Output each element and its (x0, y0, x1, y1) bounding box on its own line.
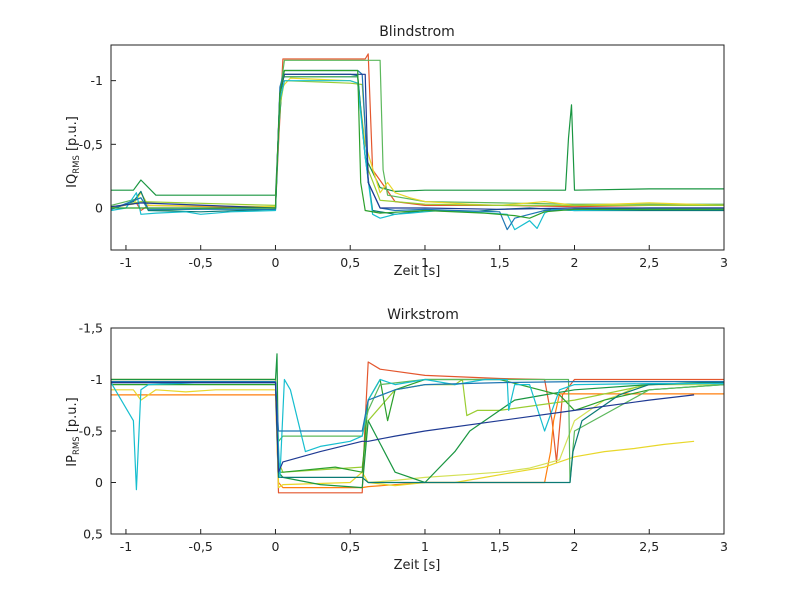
y-tick-label: -1 (91, 73, 103, 88)
series-line-6 (110, 73, 724, 215)
y-tick-label: -1 (91, 372, 103, 387)
x-tick-label: 3 (720, 255, 728, 270)
y-tick-label: -1,5 (79, 321, 103, 336)
data-lines (110, 53, 725, 231)
series-line-3 (110, 59, 724, 212)
series-line-2 (111, 393, 724, 489)
y-tick-label: 0 (95, 475, 103, 490)
x-tick-label: 0,5 (340, 255, 360, 270)
series-line-10 (111, 69, 724, 219)
x-axis-label: Zeit [s] (394, 264, 441, 279)
series-line-4 (368, 384, 724, 484)
x-tick-label: 2 (571, 539, 579, 554)
chart-blindstrom: Blindstrom -1 -0,5 0 0,5 1 1,5 2 2,5 3 -1 -0,5 0 Ze… (65, 24, 728, 279)
y-tick-label: 0,5 (83, 527, 103, 542)
x-tick-label: -0,5 (189, 255, 213, 270)
x-tick-label: 0,5 (340, 539, 360, 554)
x-tick-label: 1 (421, 255, 429, 270)
y-axis-label: IPRMS [p.u.] (65, 397, 82, 466)
plot-area (110, 44, 725, 251)
plot-area (110, 327, 725, 535)
y-axis-label: IQRMS [p.u.] (65, 116, 82, 188)
x-tick-label: 1,5 (490, 255, 510, 270)
series-line-8 (111, 378, 725, 484)
x-tick-label: 0 (271, 539, 279, 554)
series-line-7 (111, 378, 725, 473)
x-tick-label: 2,5 (639, 255, 659, 270)
series-line-9 (111, 382, 725, 484)
x-tick-label: -0,5 (189, 539, 213, 554)
data-lines (110, 353, 725, 494)
x-tick-label: 0 (271, 255, 279, 270)
y-tick-label: -0,5 (79, 424, 103, 439)
x-tick-label: 1 (421, 539, 429, 554)
x-tick-label: 1,5 (490, 539, 510, 554)
ticks: -1 -0,5 0 0,5 1 1,5 2 2,5 3 -1 -0,5 0 (79, 73, 728, 270)
series-line-11 (111, 381, 724, 432)
ticks: -1 -0,5 0 0,5 1 1,5 2 2,5 3 -1,5 -1 -0,5 0 0,5 (79, 321, 728, 555)
y-tick-label: 0 (95, 200, 103, 215)
chart-title: Blindstrom (379, 24, 455, 40)
x-axis-label: Zeit [s] (394, 558, 441, 573)
series-line-1 (110, 53, 724, 212)
series-line-2 (111, 76, 724, 196)
series-line-10 (110, 378, 724, 491)
y-tick-label: -0,5 (79, 137, 103, 152)
series-line-7 (110, 80, 724, 231)
x-tick-label: -1 (120, 255, 132, 270)
x-tick-label: 2 (571, 255, 579, 270)
chart-title: Wirkstrom (387, 307, 459, 323)
series-line-3 (111, 389, 695, 489)
series-line-4 (110, 77, 725, 208)
x-tick-label: -1 (120, 539, 132, 554)
x-tick-label: 2,5 (639, 539, 659, 554)
series-line-1 (111, 361, 724, 494)
x-tick-label: 3 (720, 539, 728, 554)
series-line-12 (111, 382, 695, 473)
chart-wirkstrom: Wirkstrom -1 -0,5 0 0,5 1 1,5 2 2,5 3 -1,5 -1 -0,5 0… (65, 307, 728, 573)
